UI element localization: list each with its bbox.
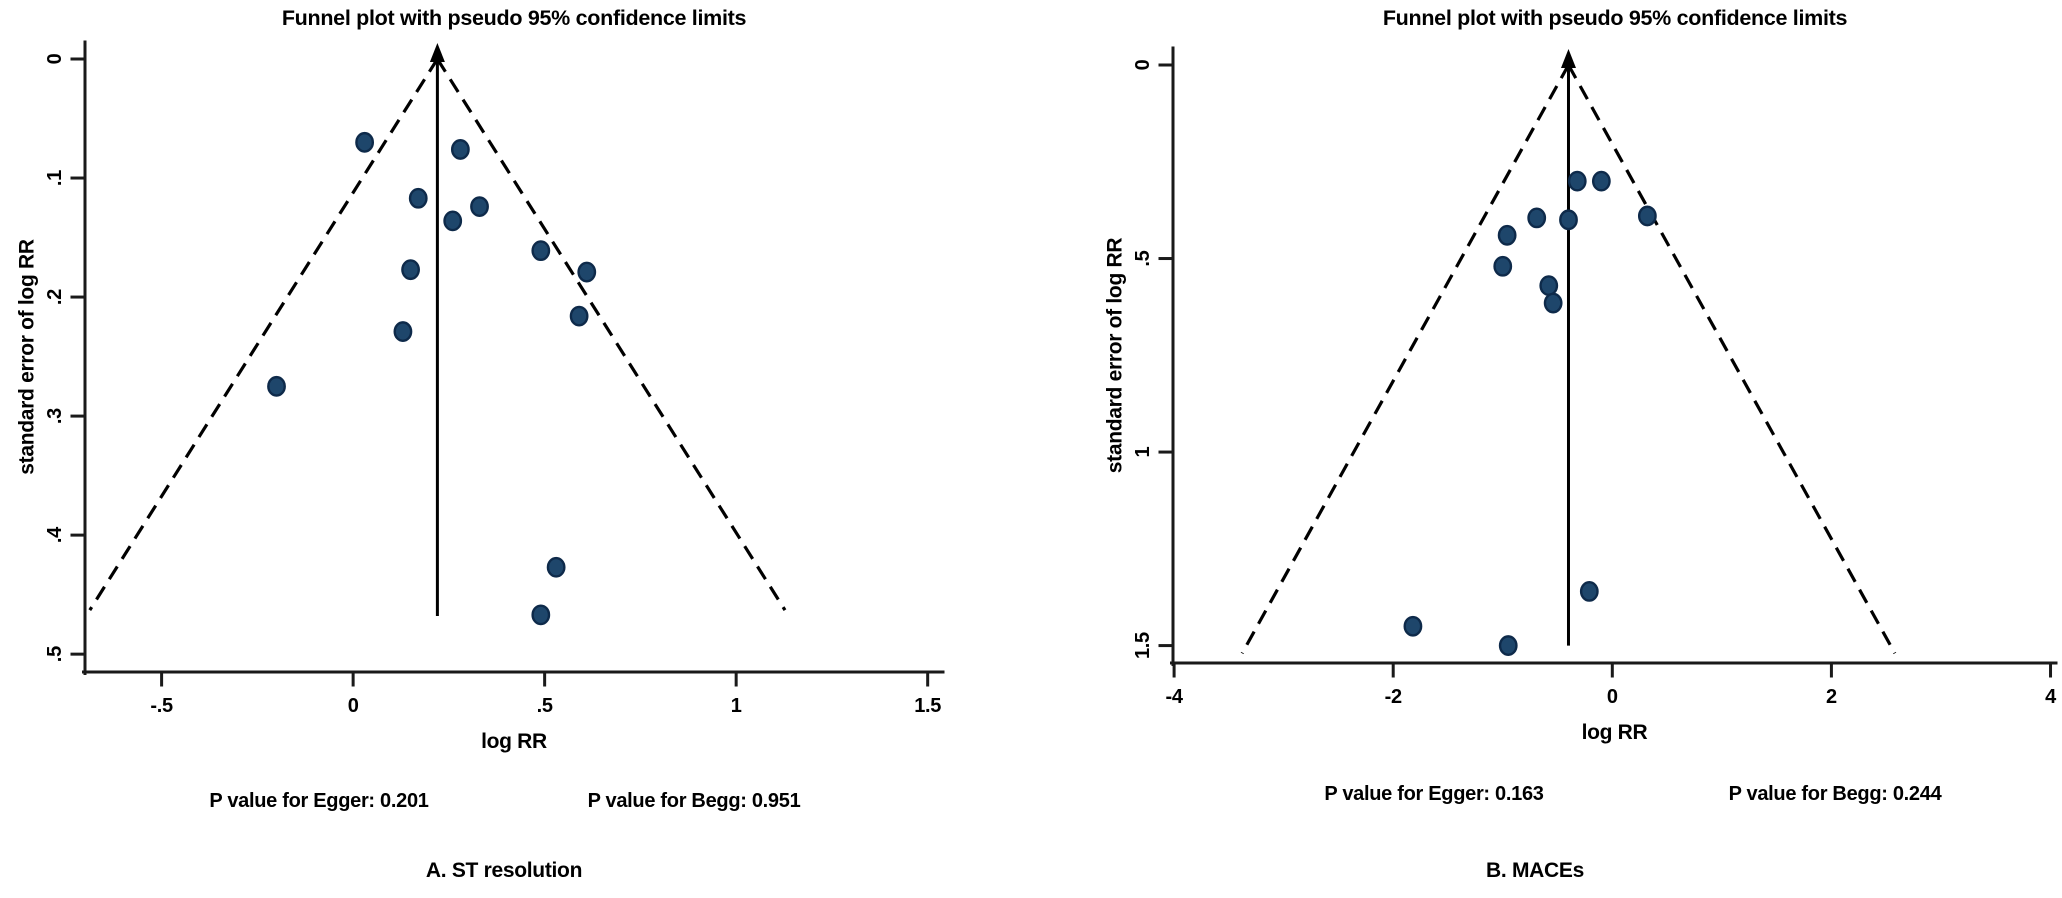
x-tick-label: 2	[1826, 686, 1837, 708]
y-tick-label: .5	[44, 646, 66, 662]
x-tick-label: 0	[1607, 686, 1618, 708]
study-point	[443, 210, 463, 232]
panel-a-begg-pvalue: P value for Begg: 0.951	[587, 790, 801, 812]
study-point	[1527, 207, 1547, 229]
study-point	[355, 131, 375, 153]
study-point	[393, 321, 413, 342]
study-point	[531, 604, 551, 626]
y-tick-label: .3	[44, 408, 66, 424]
panel-b-title: Funnel plot with pseudo 95% confidence l…	[1382, 6, 1848, 30]
panel-b-caption: B. MACEs	[1486, 859, 1584, 882]
x-tick-label: -4	[1166, 686, 1184, 708]
x-tick-label: -.5	[150, 695, 173, 717]
pooled-line-arrowhead	[1560, 49, 1576, 68]
y-tick-label: 0	[1132, 59, 1154, 70]
y-tick-label: 0	[44, 53, 66, 64]
y-tick-label: .2	[44, 289, 66, 305]
y-axis-title: standard error of log RR	[1104, 238, 1127, 474]
panel-b-begg-pvalue: P value for Begg: 0.244	[1728, 783, 1942, 805]
panel-b-plot: -4 -2 0 2 4 0 .5 1 1.5 log RR standard error of lo…	[1104, 46, 2058, 744]
study-point	[1559, 209, 1578, 231]
x-axis-title: log RR	[481, 730, 547, 753]
x-tick-label: .5	[537, 695, 553, 717]
study-point	[1493, 255, 1513, 277]
study-point	[1543, 292, 1563, 314]
panel-a-caption: A. ST resolution	[425, 859, 583, 882]
study-point	[450, 139, 470, 160]
study-point	[1591, 170, 1611, 192]
funnel-limit-left	[88, 58, 439, 611]
y-tick-label: .4	[44, 526, 66, 543]
study-point	[470, 196, 489, 217]
study-point	[408, 187, 428, 209]
funnel-limit-right	[1567, 64, 1897, 655]
x-tick-label: 0	[348, 695, 359, 717]
study-point	[1567, 170, 1587, 192]
x-tick-label: 1	[731, 695, 742, 717]
pooled-line-arrowhead	[429, 43, 445, 62]
x-axis-title: log RR	[1582, 721, 1648, 744]
x-tick-label: 1.5	[914, 695, 941, 717]
y-tick-label: 1	[1132, 446, 1154, 457]
study-point	[1539, 275, 1559, 297]
funnel-limit-left	[1240, 64, 1570, 655]
study-point	[401, 259, 420, 281]
y-tick-label: .5	[1132, 250, 1154, 266]
study-point	[1637, 205, 1657, 227]
study-point	[1403, 615, 1423, 637]
study-point	[531, 240, 551, 262]
funnel-limit-right	[436, 58, 787, 611]
panel-b-egger-pvalue: P value for Egger: 0.163	[1324, 783, 1544, 805]
study-point	[569, 305, 589, 327]
study-point	[577, 261, 597, 283]
study-point	[1498, 635, 1518, 656]
x-tick-label: -2	[1385, 686, 1402, 708]
y-axis-title: standard error of log RR	[16, 239, 39, 475]
x-tick-label: 4	[2045, 686, 2057, 708]
panel-a-plot: -.5 0 .5 1 1.5 0 .1 .2 .3 .4 .5 log RR standard erro…	[16, 40, 945, 753]
panel-a-egger-pvalue: P value for Egger: 0.201	[209, 790, 429, 812]
study-point	[1579, 580, 1599, 602]
study-point	[1497, 224, 1517, 246]
y-tick-label: .1	[44, 170, 66, 186]
study-point	[546, 556, 566, 578]
y-tick-label: 1.5	[1132, 632, 1154, 659]
panel-a-title: Funnel plot with pseudo 95% confidence l…	[281, 6, 747, 30]
study-point	[267, 375, 286, 397]
